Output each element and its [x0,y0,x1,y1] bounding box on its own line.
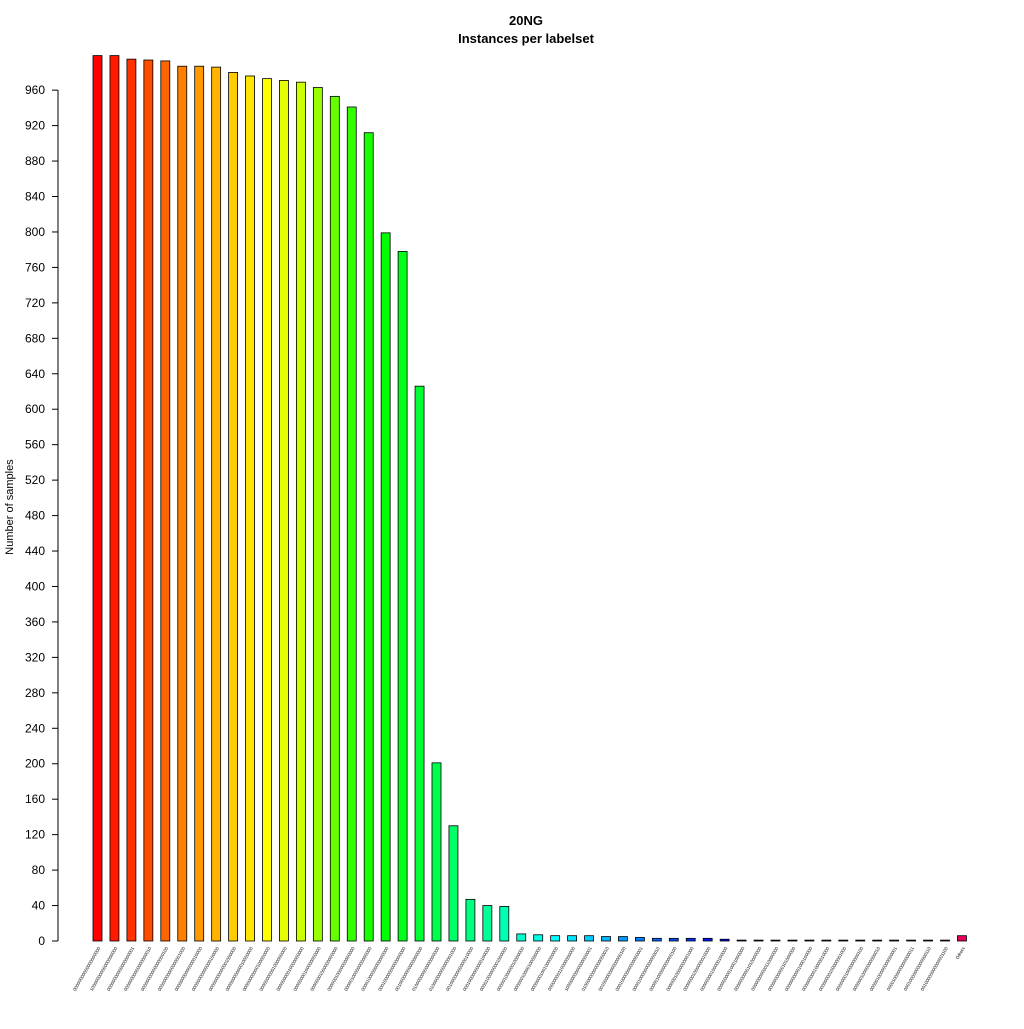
bar [906,939,916,942]
bar [753,939,764,942]
bar [770,939,781,942]
bar [262,78,272,942]
bar [414,385,425,942]
y-tick-label: 920 [25,119,45,133]
y-tick-label: 680 [25,331,45,345]
bar [719,938,730,942]
bar [685,937,696,942]
y-tick-label: 80 [32,863,46,877]
bar [482,905,493,942]
bar [601,936,611,942]
bar [245,75,255,942]
x-tick-label: Others [955,945,966,960]
bar [279,80,289,942]
y-tick-label: 560 [25,438,45,452]
bar [516,933,527,942]
chart-title: 20NG [509,13,543,28]
bar [736,939,747,942]
y-tick-label: 0 [38,934,45,948]
bar [957,935,967,942]
y-tick-label: 880 [25,154,45,168]
y-tick-label: 240 [25,721,45,735]
bar [567,935,577,942]
bar [312,87,323,942]
bar [668,937,679,942]
bar [499,906,510,942]
y-tick-label: 520 [25,473,45,487]
bar [584,935,594,942]
bar [635,937,645,942]
y-tick-label: 440 [25,544,45,558]
bar [889,939,900,942]
bar [346,106,357,942]
bar [431,762,442,942]
bar [923,939,933,942]
y-tick-label: 120 [25,828,45,842]
y-tick-label: 360 [25,615,45,629]
bar [872,939,883,942]
y-tick-label: 160 [25,792,45,806]
bar [109,55,120,942]
y-tick-label: 720 [25,296,45,310]
y-tick-label: 400 [25,579,45,593]
y-tick-label: 760 [25,260,45,274]
bar [855,939,866,942]
bar [618,936,628,942]
bar [177,65,188,942]
y-tick-label: 960 [25,83,45,97]
bar [126,58,137,942]
y-tick-label: 840 [25,190,45,204]
y-tick-label: 600 [25,402,45,416]
y-tick-label: 480 [25,509,45,523]
y-tick-label: 280 [25,686,45,700]
bar [143,59,154,942]
chart-subtitle: Instances per labelset [458,31,595,46]
bar [363,132,374,942]
bar [448,825,459,942]
bar [329,95,340,942]
bar [397,251,408,942]
bar [940,939,950,942]
y-tick-label: 200 [25,757,45,771]
y-tick-label: 40 [32,899,46,913]
y-tick-label: 640 [25,367,45,381]
bar [533,934,544,942]
bar [550,935,561,942]
bar [804,939,815,942]
bar [465,898,476,942]
y-tick-label: 320 [25,650,45,664]
bar [160,60,171,942]
bar [211,66,222,942]
x-tick-labels: 0000000000000000000010000000000000000000… [72,945,966,991]
bar [228,72,239,942]
bar [295,81,306,942]
bar [380,232,391,942]
bar [194,65,205,942]
y-tick-label: 800 [25,225,45,239]
bar [92,55,103,942]
y-axis-label: Number of samples [4,459,16,555]
bar [838,939,849,942]
bars-group [92,55,967,942]
bar [787,939,798,942]
bar [821,939,832,942]
bar [702,937,713,942]
y-axis: 0 40 80 120 160 200 240 280 320 360 400 440 480 520 56… [25,83,59,948]
bar [651,937,662,942]
